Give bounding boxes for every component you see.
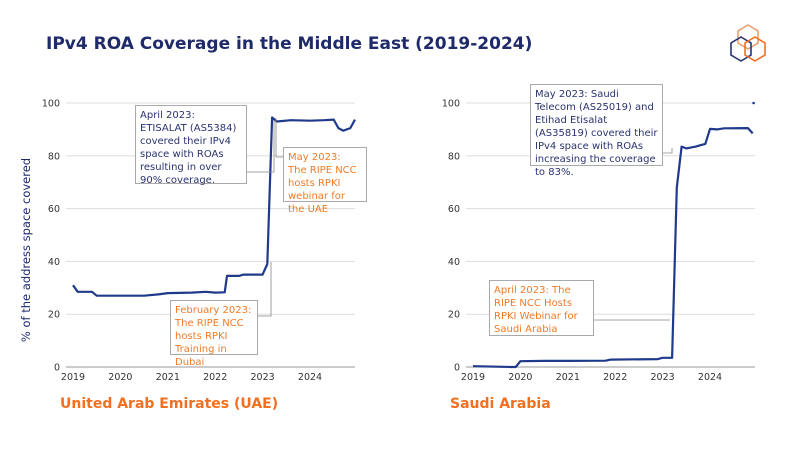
y-tick-label: 0 [54, 363, 60, 374]
x-tick-label: 2023 [651, 372, 675, 383]
x-tick-label: 2021 [556, 372, 580, 383]
x-tick-label: 2020 [108, 372, 132, 383]
annotation-connector [247, 120, 275, 173]
annotation-etisalat: April 2023: ETISALAT (AS5384) covered th… [135, 105, 247, 186]
annotation-connector [258, 262, 272, 317]
page-title: IPv4 ROA Coverage in the Middle East (20… [46, 34, 533, 54]
y-tick-label: 100 [42, 99, 60, 110]
y-tick-label: 0 [454, 363, 460, 374]
x-tick-label: 2024 [298, 372, 322, 383]
annotation-connector [275, 118, 283, 158]
saudi-caption: Saudi Arabia [450, 396, 551, 412]
y-tick-label: 60 [448, 204, 460, 215]
annotation-uae-webinar: May 2023: The RIPE NCC hosts RPKI webina… [283, 147, 367, 215]
data-point [752, 101, 755, 105]
y-tick-label: 60 [48, 204, 60, 215]
x-tick-label: 2020 [508, 372, 532, 383]
annotation-dubai-training: February 2023: The RIPE NCC hosts RPKI T… [170, 300, 258, 368]
y-tick-label: 20 [48, 310, 60, 321]
annotation-saudi-webinar: April 2023: The RIPE NCC Hosts RPKI Webi… [489, 280, 594, 336]
x-tick-label: 2022 [603, 372, 627, 383]
y-tick-label: 40 [48, 257, 60, 268]
y-tick-label: 40 [448, 257, 460, 268]
uae-caption: United Arab Emirates (UAE) [60, 396, 279, 412]
x-tick-label: 2022 [203, 372, 227, 383]
x-tick-label: 2019 [461, 372, 485, 383]
series-line [472, 127, 754, 369]
x-tick-label: 2019 [61, 372, 85, 383]
y-tick-label: 100 [442, 99, 460, 110]
y-tick-label: 80 [448, 151, 460, 162]
x-tick-label: 2021 [156, 372, 180, 383]
x-tick-label: 2023 [251, 372, 275, 383]
annotation-connector [663, 148, 673, 154]
y-axis-label: % of the address space covered [19, 158, 33, 342]
series-line [72, 116, 356, 297]
y-tick-label: 20 [448, 310, 460, 321]
x-tick-label: 2024 [698, 372, 722, 383]
y-tick-label: 80 [48, 151, 60, 162]
annotation-saudi-telecom: May 2023: Saudi Telecom (AS25019) and Et… [530, 84, 663, 178]
